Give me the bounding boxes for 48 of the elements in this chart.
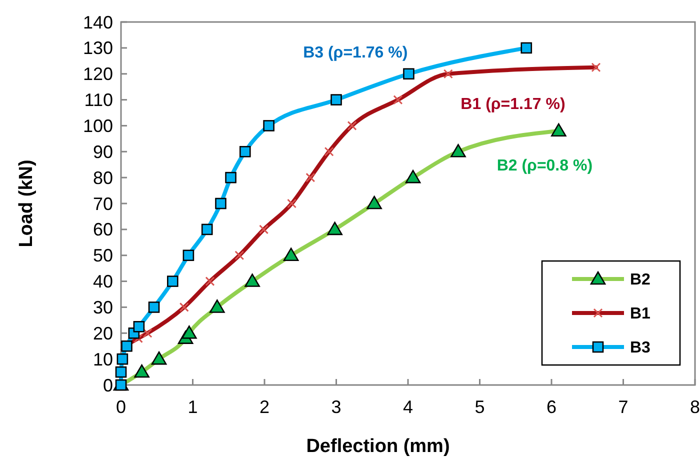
legend-label: B1 xyxy=(630,306,651,323)
point xyxy=(225,172,236,184)
point xyxy=(121,340,132,352)
x-tick-label: 0 xyxy=(116,397,126,417)
y-tick-label: 100 xyxy=(82,116,113,136)
y-tick-label: 120 xyxy=(82,64,113,84)
y-tick-label: 130 xyxy=(82,38,113,58)
x-tick-label: 7 xyxy=(618,397,628,417)
point xyxy=(167,276,178,287)
point xyxy=(330,94,342,106)
x-tick-label: 8 xyxy=(690,397,700,417)
y-tick-label: 20 xyxy=(92,323,113,344)
x-tick-label: 2 xyxy=(259,397,270,417)
y-tick-label: 40 xyxy=(92,272,113,292)
y-tick-label: 50 xyxy=(92,246,113,266)
y-tick-label: 140 xyxy=(82,12,113,32)
point xyxy=(215,198,226,210)
point xyxy=(116,353,128,365)
x-tick-label: 1 xyxy=(188,397,198,417)
y-tick-label: 70 xyxy=(92,194,113,214)
y-tick-label: 110 xyxy=(84,90,113,110)
legend-label: B3 xyxy=(630,340,651,357)
y-tick-label: 80 xyxy=(92,168,113,188)
y-tick-label: 90 xyxy=(92,142,113,162)
x-axis-title: Deflection (mm) xyxy=(306,436,450,457)
y-axis-title: Load (kN) xyxy=(16,160,37,248)
x-tick-label: 5 xyxy=(474,397,485,417)
point xyxy=(133,321,145,332)
legend-label: B2 xyxy=(630,272,651,289)
point xyxy=(239,146,251,158)
annotation: B1 (ρ=1.17 %) xyxy=(460,96,566,113)
annotation: B2 (ρ=0.8 %) xyxy=(496,158,593,174)
x-tick-label: 4 xyxy=(402,397,414,417)
point xyxy=(520,42,532,54)
y-tick-label: 60 xyxy=(92,220,113,240)
y-tick-label: 0 xyxy=(102,375,113,396)
y-tick-label: 30 xyxy=(92,298,113,318)
point xyxy=(201,224,213,236)
point xyxy=(403,68,414,80)
point xyxy=(148,302,160,313)
point xyxy=(182,250,194,262)
point xyxy=(263,120,274,132)
annotation: B3 (ρ=1.76 %) xyxy=(303,44,408,62)
point xyxy=(115,366,127,378)
x-tick-label: 6 xyxy=(546,397,557,417)
x-tick-label: 3 xyxy=(331,397,342,417)
point xyxy=(115,379,127,391)
y-tick-label: 10 xyxy=(92,349,113,370)
